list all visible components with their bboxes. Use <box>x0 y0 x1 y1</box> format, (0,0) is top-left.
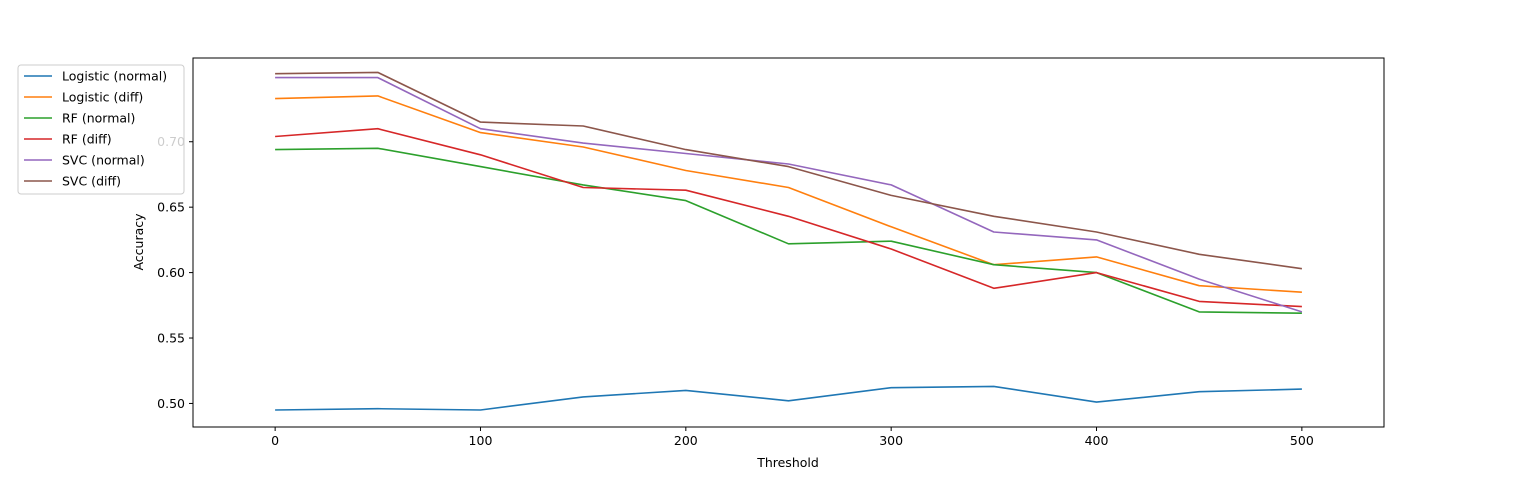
x-axis-label: Threshold <box>756 455 819 470</box>
series-line-5 <box>275 76 1303 313</box>
legend: Logistic (normal) Logistic (diff) RF (norm… <box>17 64 185 195</box>
series-line-3 <box>275 147 1302 314</box>
legend-frame <box>17 64 185 195</box>
legend-label: Logistic (diff) <box>62 90 143 105</box>
legend-label: RF (normal) <box>62 111 135 126</box>
series-line-4 <box>275 127 1302 308</box>
legend-label: RF (diff) <box>62 132 112 147</box>
x-tick-label: 400 <box>1085 433 1109 448</box>
y-tick-label: 0.60 <box>157 265 185 280</box>
plot-area <box>192 57 1385 428</box>
series-line-2 <box>275 95 1302 293</box>
x-tick-label: 100 <box>469 433 493 448</box>
x-tick-label: 300 <box>879 433 903 448</box>
legend-label: Logistic (normal) <box>62 69 167 84</box>
series-layer <box>275 71 1303 411</box>
series-line-6 <box>275 71 1303 270</box>
series-line-1 <box>275 385 1302 411</box>
legend-label: SVC (diff) <box>62 174 121 189</box>
y-tick-label: 0.55 <box>157 331 185 346</box>
y-tick-label: 0.65 <box>157 200 185 215</box>
x-tick-label: 0 <box>271 433 279 448</box>
x-axis: 0 100 200 300 400 500 <box>271 427 1314 448</box>
y-axis-label: Accuracy <box>131 213 146 271</box>
y-tick-label: 0.50 <box>157 396 185 411</box>
legend-label: SVC (normal) <box>62 153 145 168</box>
x-tick-label: 200 <box>674 433 698 448</box>
x-tick-label: 500 <box>1290 433 1314 448</box>
